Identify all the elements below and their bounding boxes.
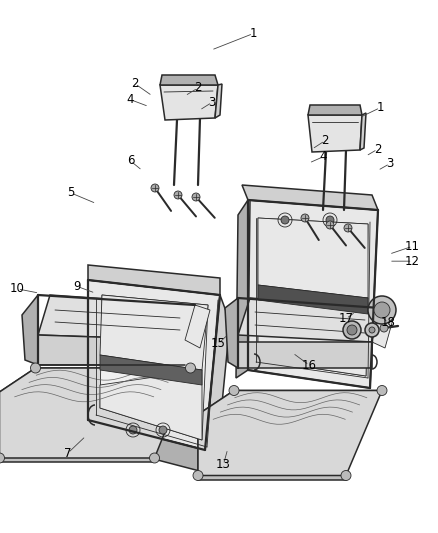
Polygon shape <box>242 185 378 210</box>
Polygon shape <box>225 298 238 368</box>
Polygon shape <box>100 355 202 385</box>
Circle shape <box>193 471 203 481</box>
Circle shape <box>192 193 200 201</box>
Circle shape <box>159 426 167 434</box>
Text: 4: 4 <box>127 93 134 106</box>
Text: 3: 3 <box>208 96 215 109</box>
Polygon shape <box>258 218 368 376</box>
Polygon shape <box>198 391 382 415</box>
Text: 7: 7 <box>64 447 72 459</box>
Polygon shape <box>308 115 362 152</box>
Text: 16: 16 <box>302 359 317 372</box>
Polygon shape <box>160 75 218 85</box>
Text: 2: 2 <box>194 82 202 94</box>
Circle shape <box>347 325 357 335</box>
Polygon shape <box>100 370 202 440</box>
Polygon shape <box>205 295 230 475</box>
Polygon shape <box>258 298 368 376</box>
Text: 1: 1 <box>249 27 257 40</box>
Circle shape <box>174 191 182 199</box>
Text: 17: 17 <box>339 312 353 325</box>
Polygon shape <box>248 200 378 388</box>
Polygon shape <box>0 368 191 458</box>
Polygon shape <box>236 200 248 378</box>
Polygon shape <box>88 420 215 475</box>
Circle shape <box>374 302 390 318</box>
Circle shape <box>326 221 334 229</box>
Text: 15: 15 <box>211 337 226 350</box>
Polygon shape <box>185 305 210 348</box>
Text: 4: 4 <box>319 150 327 163</box>
Polygon shape <box>0 392 155 462</box>
Polygon shape <box>258 218 368 298</box>
Polygon shape <box>372 308 395 348</box>
Circle shape <box>365 323 379 337</box>
Polygon shape <box>238 298 380 342</box>
Circle shape <box>129 426 137 434</box>
Polygon shape <box>198 391 382 475</box>
Polygon shape <box>308 105 362 115</box>
Polygon shape <box>215 84 222 118</box>
Circle shape <box>0 453 4 463</box>
Text: 12: 12 <box>405 255 420 268</box>
Text: 18: 18 <box>381 317 396 329</box>
Polygon shape <box>0 368 191 392</box>
Polygon shape <box>160 85 218 120</box>
Text: 2: 2 <box>374 143 381 156</box>
Circle shape <box>368 296 396 324</box>
Circle shape <box>369 327 375 333</box>
Text: 6: 6 <box>127 155 134 167</box>
Circle shape <box>31 363 40 373</box>
Text: 5: 5 <box>67 187 74 199</box>
Polygon shape <box>38 335 185 365</box>
Circle shape <box>326 216 334 224</box>
Text: 2: 2 <box>131 77 139 90</box>
Circle shape <box>377 385 387 395</box>
Circle shape <box>301 214 309 222</box>
Polygon shape <box>38 295 195 340</box>
Circle shape <box>149 453 159 463</box>
Text: 10: 10 <box>10 282 25 295</box>
Circle shape <box>380 324 388 332</box>
Polygon shape <box>100 295 208 370</box>
Text: 9: 9 <box>73 280 81 293</box>
Text: 1: 1 <box>376 101 384 114</box>
Polygon shape <box>238 342 372 368</box>
Polygon shape <box>22 295 38 365</box>
Circle shape <box>229 385 239 395</box>
Polygon shape <box>100 295 208 440</box>
Polygon shape <box>88 280 220 450</box>
Circle shape <box>186 363 195 373</box>
Circle shape <box>341 471 351 481</box>
Circle shape <box>281 216 289 224</box>
Polygon shape <box>88 265 220 295</box>
Polygon shape <box>360 113 366 150</box>
Text: 2: 2 <box>321 134 329 147</box>
Circle shape <box>151 184 159 192</box>
Polygon shape <box>198 415 346 480</box>
Text: 3: 3 <box>386 157 393 170</box>
Text: 13: 13 <box>216 458 231 471</box>
Circle shape <box>343 321 361 339</box>
Text: 11: 11 <box>405 240 420 253</box>
Polygon shape <box>258 285 368 314</box>
Circle shape <box>344 224 352 232</box>
